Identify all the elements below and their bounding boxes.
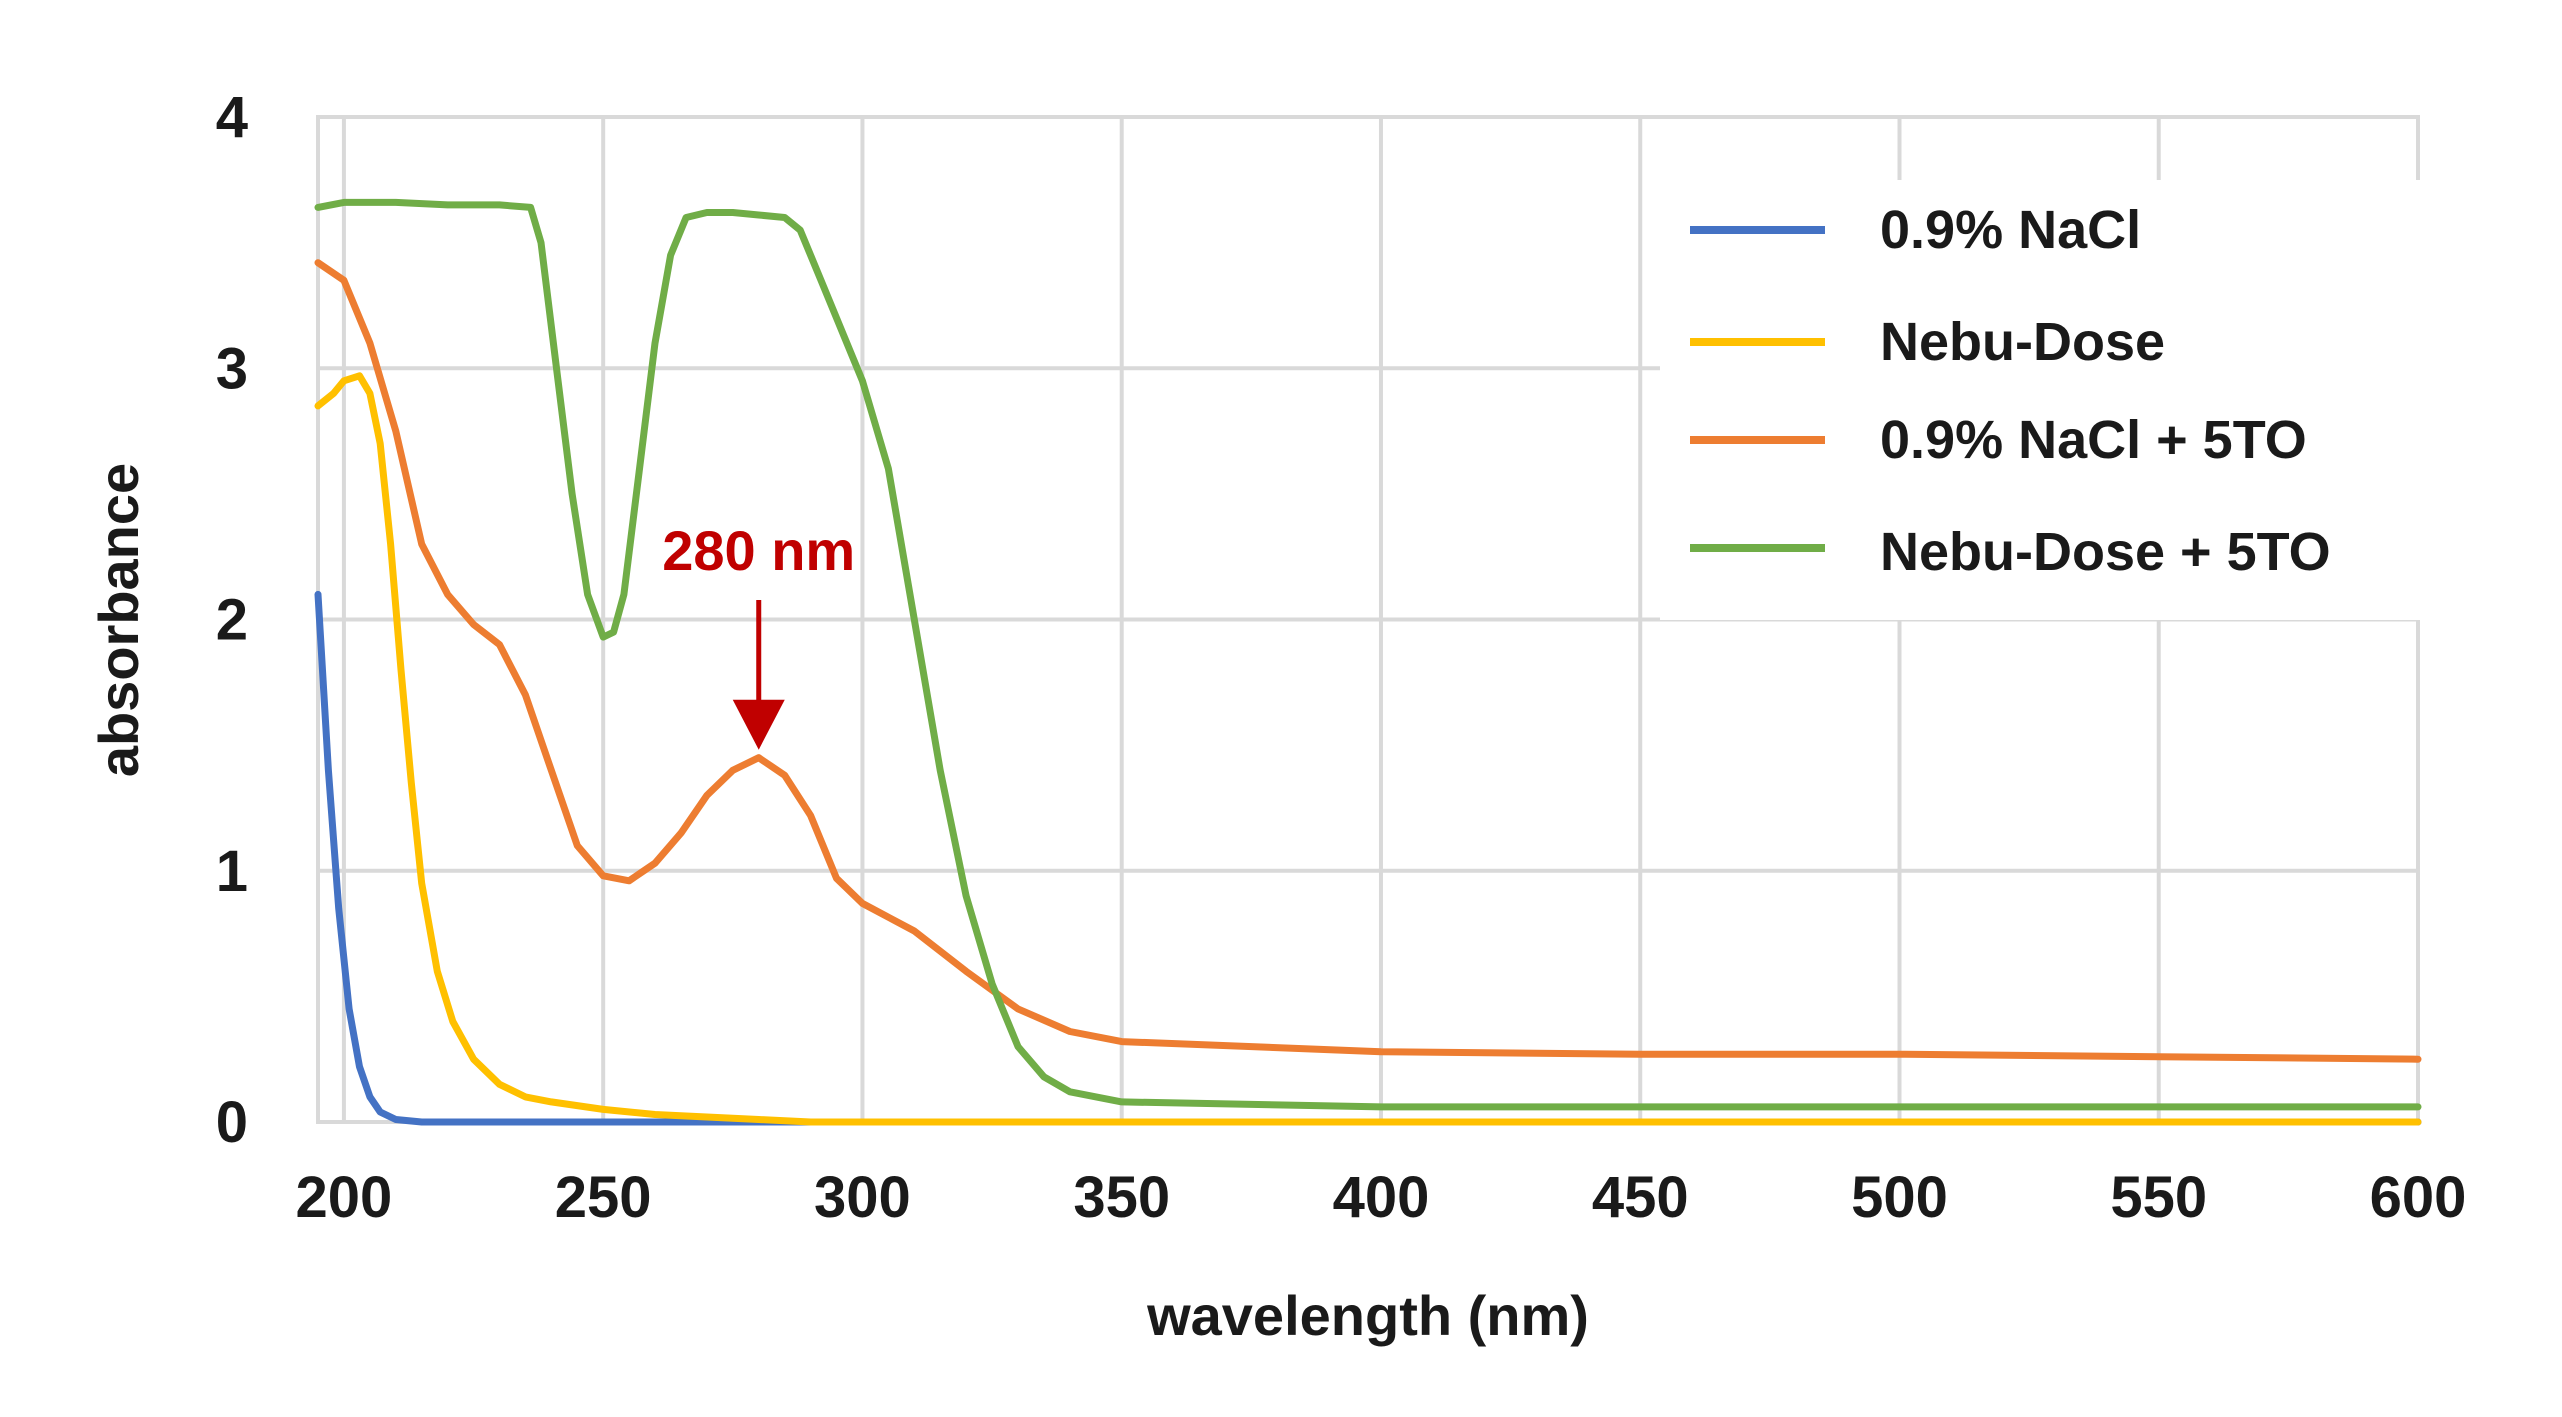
y-tick-label-2: 2	[216, 588, 248, 653]
x-tick-label-300: 300	[814, 1165, 911, 1230]
legend-label-nebu-dose: Nebu-Dose	[1880, 312, 2165, 372]
legend: 0.9% NaCl Nebu-Dose 0.9% NaCl + 5TO Nebu…	[1660, 180, 2420, 620]
x-tick-label-500: 500	[1851, 1165, 1948, 1230]
x-tick-label-200: 200	[296, 1165, 393, 1230]
annotation-arrow-head	[732, 699, 785, 750]
x-tick-label-400: 400	[1333, 1165, 1430, 1230]
y-axis-label: absorbance	[87, 463, 150, 777]
series-layer	[314, 198, 2422, 1126]
y-tick-label-4: 4	[216, 85, 248, 150]
series-line-nebu-dose-5to	[314, 198, 2422, 1111]
x-tick-label-550: 550	[2110, 1165, 2207, 1230]
y-tick-labels: 0 1 2 3 4	[216, 85, 248, 1155]
y-tick-label-3: 3	[216, 336, 248, 401]
series-line-0-9-nacl-5to	[314, 259, 2422, 1063]
y-tick-label-1: 1	[216, 839, 248, 904]
annotation-280nm: 280 nm	[662, 519, 855, 750]
y-tick-label-0: 0	[216, 1090, 248, 1155]
x-tick-label-600: 600	[2370, 1165, 2467, 1230]
legend-label-nacl: 0.9% NaCl	[1880, 200, 2141, 260]
legend-label-nacl-5to: 0.9% NaCl + 5TO	[1880, 410, 2307, 470]
annotation-label: 280 nm	[662, 519, 855, 582]
x-tick-label-450: 450	[1592, 1165, 1689, 1230]
x-axis-label: wavelength (nm)	[1146, 1284, 1589, 1347]
x-tick-label-350: 350	[1073, 1165, 1170, 1230]
x-tick-label-250: 250	[555, 1165, 652, 1230]
x-tick-labels: 200 250 300 350 400 450 500 550 600	[296, 1165, 2467, 1230]
legend-label-nebu-dose-5to: Nebu-Dose + 5TO	[1880, 522, 2331, 582]
series-line-nebu-dose	[314, 372, 2422, 1126]
